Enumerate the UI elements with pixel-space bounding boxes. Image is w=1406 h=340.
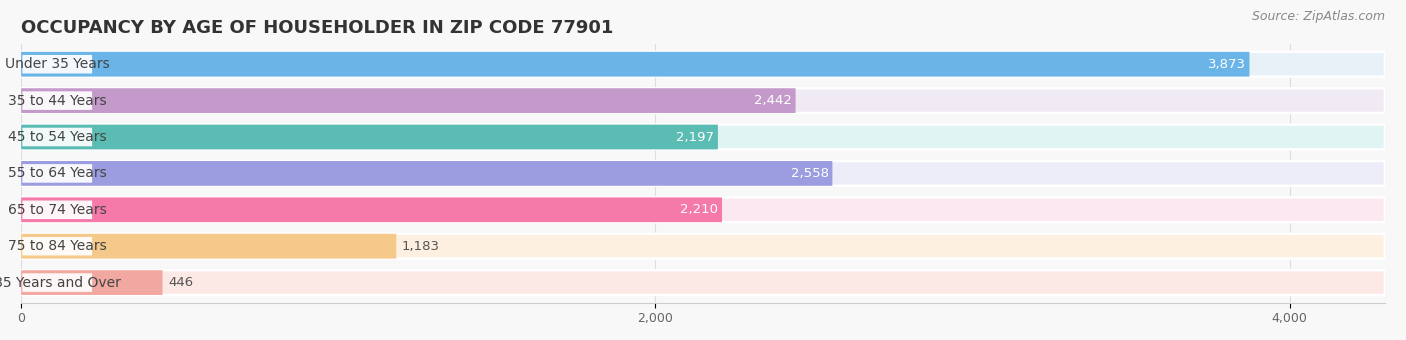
Text: OCCUPANCY BY AGE OF HOUSEHOLDER IN ZIP CODE 77901: OCCUPANCY BY AGE OF HOUSEHOLDER IN ZIP C…: [21, 19, 613, 37]
FancyBboxPatch shape: [21, 198, 723, 222]
Text: 2,442: 2,442: [754, 94, 792, 107]
Text: Under 35 Years: Under 35 Years: [4, 57, 110, 71]
FancyBboxPatch shape: [21, 88, 1385, 113]
FancyBboxPatch shape: [21, 270, 163, 295]
FancyBboxPatch shape: [21, 161, 1385, 186]
FancyBboxPatch shape: [21, 125, 1385, 149]
FancyBboxPatch shape: [21, 52, 1250, 76]
Text: 55 to 64 Years: 55 to 64 Years: [8, 166, 107, 181]
FancyBboxPatch shape: [21, 270, 1385, 295]
Text: 1,183: 1,183: [402, 240, 440, 253]
Text: 45 to 54 Years: 45 to 54 Years: [8, 130, 107, 144]
FancyBboxPatch shape: [21, 88, 796, 113]
FancyBboxPatch shape: [22, 91, 93, 110]
FancyBboxPatch shape: [22, 201, 93, 219]
Text: 2,558: 2,558: [790, 167, 828, 180]
Text: 75 to 84 Years: 75 to 84 Years: [8, 239, 107, 253]
FancyBboxPatch shape: [21, 198, 1385, 222]
Text: 85 Years and Over: 85 Years and Over: [0, 276, 121, 290]
Text: 65 to 74 Years: 65 to 74 Years: [8, 203, 107, 217]
FancyBboxPatch shape: [22, 273, 93, 292]
FancyBboxPatch shape: [21, 234, 1385, 258]
FancyBboxPatch shape: [22, 128, 93, 146]
FancyBboxPatch shape: [22, 55, 93, 73]
FancyBboxPatch shape: [22, 237, 93, 255]
Text: 446: 446: [169, 276, 194, 289]
FancyBboxPatch shape: [22, 164, 93, 183]
Text: 2,197: 2,197: [676, 131, 714, 143]
Text: 3,873: 3,873: [1208, 58, 1246, 71]
Text: 35 to 44 Years: 35 to 44 Years: [8, 94, 107, 108]
FancyBboxPatch shape: [21, 52, 1385, 76]
Text: 2,210: 2,210: [681, 203, 718, 216]
Text: Source: ZipAtlas.com: Source: ZipAtlas.com: [1251, 10, 1385, 23]
FancyBboxPatch shape: [21, 234, 396, 258]
FancyBboxPatch shape: [21, 125, 718, 149]
FancyBboxPatch shape: [21, 161, 832, 186]
